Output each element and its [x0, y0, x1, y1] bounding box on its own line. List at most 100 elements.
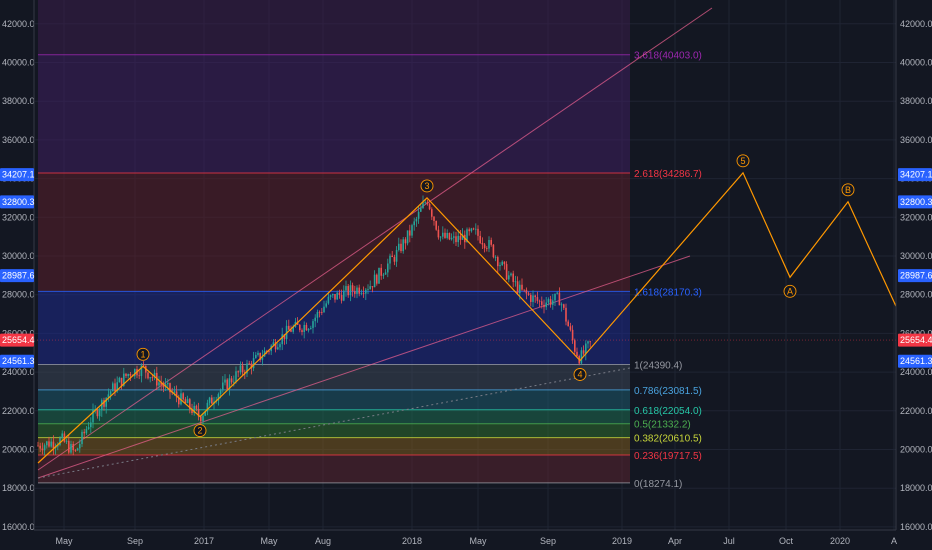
candle-body: [336, 292, 338, 300]
candle-body: [351, 285, 354, 292]
lower-support-line[interactable]: [37, 367, 631, 479]
candle-body: [538, 300, 541, 302]
candle-body: [560, 304, 563, 306]
price-tick-right: 20000.0: [900, 445, 932, 455]
candle-body: [98, 410, 101, 417]
fibonacci-extension[interactable]: 0(18274.1) 0.236(19717.5) 0.382(20610.5) 0.…: [38, 0, 702, 530]
candle-body: [481, 242, 484, 245]
wave-label-1[interactable]: 1: [136, 347, 150, 361]
candle-body: [391, 255, 393, 258]
price-tag-label: 32800.3: [2, 197, 35, 207]
wave-polyline[interactable]: [37, 171, 897, 464]
candle-body: [404, 239, 407, 244]
candle-body: [321, 312, 323, 313]
candle-body: [246, 363, 248, 374]
candle-body: [387, 263, 389, 273]
wave-label-5[interactable]: 5: [736, 154, 750, 168]
candle-body: [140, 365, 143, 377]
candle-body: [202, 415, 204, 422]
candle-body: [475, 228, 477, 230]
candle-body: [439, 236, 442, 238]
wave-label-4[interactable]: 4: [573, 368, 587, 381]
price-tick-left: 38000.0: [2, 96, 35, 106]
wave-label-3[interactable]: 3: [420, 179, 434, 193]
time-tick: Sep: [127, 536, 143, 546]
wave-label-A[interactable]: A: [783, 284, 797, 298]
candle-body: [519, 284, 521, 294]
candle-body: [360, 293, 363, 294]
upper-channel-line[interactable]: [37, 7, 713, 471]
candle-body: [65, 440, 68, 442]
candle-body: [305, 324, 308, 331]
candle-body: [283, 334, 286, 340]
candle-body: [453, 236, 455, 238]
time-tick: A: [891, 536, 897, 546]
price-tick-left: 24000.0: [2, 367, 35, 377]
price-tick-left: 36000.0: [2, 135, 35, 145]
elliott-wave-path[interactable]: 1 2 3 4 5 A B: [37, 154, 897, 464]
candle-body: [472, 228, 475, 230]
candle-body: [492, 244, 495, 258]
candle-body: [123, 373, 125, 386]
wave-label-circle: [420, 179, 434, 193]
price-tag-label: 34207.1: [2, 170, 35, 180]
fib-level-label: 0(18274.1): [634, 479, 682, 490]
wave-label-B[interactable]: B: [841, 183, 855, 197]
candle-body: [558, 292, 561, 306]
candle-body: [574, 340, 576, 352]
candle-body: [175, 391, 178, 398]
candle-body: [521, 284, 523, 290]
candle-body: [272, 342, 275, 346]
fib-level-label: 0.5(21332.2): [634, 420, 691, 431]
time-tick: Sep: [540, 536, 556, 546]
candle-body: [569, 326, 572, 330]
candle-body: [358, 287, 360, 294]
price-tick-right: 26000.0: [900, 328, 932, 338]
candle-body: [41, 448, 44, 451]
middle-channel-line[interactable]: [37, 255, 691, 479]
candle-body: [312, 321, 314, 328]
candle-body: [345, 286, 347, 291]
candle-body: [556, 292, 558, 294]
candle-body: [63, 433, 66, 442]
candle-body: [384, 272, 387, 275]
time-tick: Oct: [779, 536, 794, 546]
price-tag-label: 25654.4: [900, 335, 932, 345]
candle-body: [433, 216, 435, 221]
candle-body: [466, 229, 468, 243]
candle-body: [549, 299, 552, 305]
wave-label-2[interactable]: 2: [193, 424, 207, 438]
candle-body: [189, 399, 191, 409]
candle-body: [153, 372, 156, 378]
price-tick-left: 16000.0: [2, 522, 35, 532]
candle-body: [494, 257, 497, 258]
price-tag-right: 32800.3: [898, 195, 932, 209]
fib-zone: [38, 291, 630, 365]
fib-level-label: 0.236(19717.5): [634, 451, 702, 462]
candle-body: [261, 356, 264, 360]
fib-level-label: 1.618(28170.3): [634, 287, 702, 298]
candle-body: [147, 372, 149, 379]
candle-body: [230, 378, 233, 383]
price-tick-left: 30000.0: [2, 251, 35, 261]
price-tag-left: 28987.6: [0, 269, 35, 283]
candle-body: [266, 350, 268, 352]
trend-lines[interactable]: [34, 7, 896, 479]
candle-body: [257, 352, 259, 355]
candle-body: [402, 239, 404, 252]
candle-body: [303, 324, 305, 333]
candle-body: [565, 307, 567, 322]
candle-body: [406, 230, 409, 244]
price-tick-right: 18000.0: [900, 483, 932, 493]
candle-body: [76, 448, 79, 451]
candle-body: [457, 235, 459, 243]
candle-body: [580, 350, 583, 364]
candle-body: [105, 397, 107, 407]
price-tick-left: 22000.0: [2, 406, 35, 416]
candle-body: [301, 330, 303, 333]
candle-body: [422, 202, 424, 209]
fib-zone: [38, 409, 630, 424]
candle-body: [101, 400, 103, 411]
candle-body: [541, 301, 543, 305]
